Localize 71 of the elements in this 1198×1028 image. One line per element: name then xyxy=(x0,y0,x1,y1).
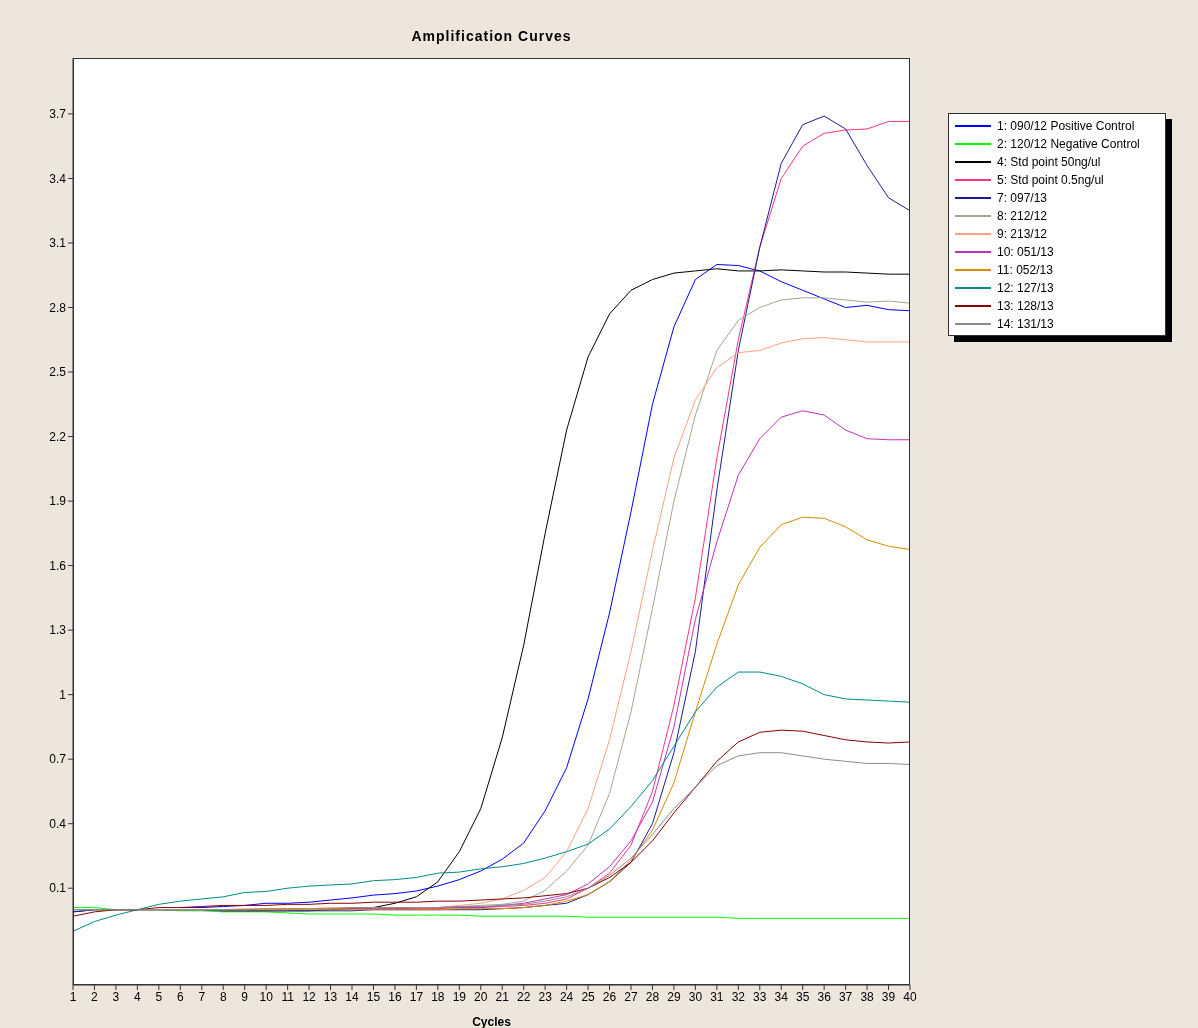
legend-label: 5: Std point 0.5ng/ul xyxy=(997,173,1104,187)
y-tick-label: 2.8 xyxy=(49,300,67,315)
x-tick-label: 29 xyxy=(667,989,681,1004)
chart-title: Amplification Curves xyxy=(410,28,573,44)
x-tick-label: 24 xyxy=(559,989,574,1004)
legend-label: 12: 127/13 xyxy=(997,281,1054,295)
legend-label: 10: 051/13 xyxy=(997,245,1054,259)
x-tick-label: 40 xyxy=(903,989,917,1004)
x-tick-label: 15 xyxy=(366,989,381,1004)
x-tick-label: 33 xyxy=(753,989,767,1004)
x-tick-label: 28 xyxy=(645,989,660,1004)
x-tick-label: 37 xyxy=(838,989,853,1004)
x-tick-label: 12 xyxy=(302,989,317,1004)
x-tick-label: 7 xyxy=(198,989,206,1004)
x-tick-label: 34 xyxy=(774,989,789,1004)
x-tick-label: 30 xyxy=(688,989,703,1004)
legend-label: 1: 090/12 Positive Control xyxy=(997,119,1135,133)
x-tick-label: 21 xyxy=(495,989,510,1004)
x-tick-label: 18 xyxy=(431,989,445,1004)
x-tick-label: 31 xyxy=(710,989,724,1004)
y-tick-label: 3.4 xyxy=(49,171,67,186)
x-tick-label: 5 xyxy=(155,989,163,1004)
x-axis-title: Cycles xyxy=(472,1015,512,1028)
legend-label: 9: 213/12 xyxy=(997,227,1048,241)
legend-label: 14: 131/13 xyxy=(997,317,1054,331)
legend-label: 8: 212/12 xyxy=(997,209,1048,223)
x-tick-label: 2 xyxy=(91,989,99,1004)
x-tick-label: 32 xyxy=(731,989,746,1004)
x-tick-label: 23 xyxy=(538,989,553,1004)
y-tick-label: 1 xyxy=(59,687,67,702)
x-tick-label: 17 xyxy=(409,989,424,1004)
y-tick-label: 2.5 xyxy=(49,365,67,380)
legend-label: 7: 097/13 xyxy=(997,191,1048,205)
legend-label: 2: 120/12 Negative Control xyxy=(997,137,1140,151)
legend-label: 13: 128/13 xyxy=(997,299,1054,313)
x-tick-label: 8 xyxy=(219,989,227,1004)
x-tick-label: 25 xyxy=(581,989,596,1004)
x-tick-label: 14 xyxy=(345,989,359,1004)
x-tick-label: 26 xyxy=(602,989,617,1004)
x-tick-label: 22 xyxy=(517,989,531,1004)
y-tick-label: 3.7 xyxy=(49,107,67,122)
line-series xyxy=(73,729,910,917)
x-tick-label: 35 xyxy=(796,989,810,1004)
legend-label: 4: Std point 50ng/ul xyxy=(997,155,1101,169)
legend-label: 11: 052/13 xyxy=(997,263,1053,277)
x-tick-label: 9 xyxy=(241,989,249,1004)
y-tick-label: 3.1 xyxy=(49,236,67,251)
x-tick-label: 1 xyxy=(69,989,77,1004)
x-tick-label: 3 xyxy=(112,989,120,1004)
y-tick-label: 1.6 xyxy=(49,558,67,573)
y-tick-label: 1.3 xyxy=(49,623,67,638)
y-tick-label: 2.2 xyxy=(49,429,67,444)
line-series xyxy=(73,671,910,932)
x-tick-label: 39 xyxy=(881,989,896,1004)
x-tick-label: 16 xyxy=(388,989,402,1004)
y-tick-label: 0.1 xyxy=(49,881,67,896)
x-tick-label: 20 xyxy=(474,989,488,1004)
x-tick-label: 27 xyxy=(624,989,638,1004)
y-tick-label: 0.7 xyxy=(49,752,67,767)
y-tick-label: 0.4 xyxy=(49,816,67,831)
x-tick-label: 10 xyxy=(259,989,274,1004)
x-tick-label: 38 xyxy=(860,989,875,1004)
x-tick-label: 13 xyxy=(323,989,338,1004)
line-series xyxy=(73,907,910,919)
x-tick-label: 19 xyxy=(452,989,467,1004)
x-tick-label: 4 xyxy=(134,989,142,1004)
x-tick-label: 36 xyxy=(817,989,832,1004)
x-tick-label: 11 xyxy=(281,989,295,1004)
y-tick-label: 1.9 xyxy=(49,494,67,509)
x-tick-label: 6 xyxy=(176,989,184,1004)
line-series xyxy=(73,752,910,911)
